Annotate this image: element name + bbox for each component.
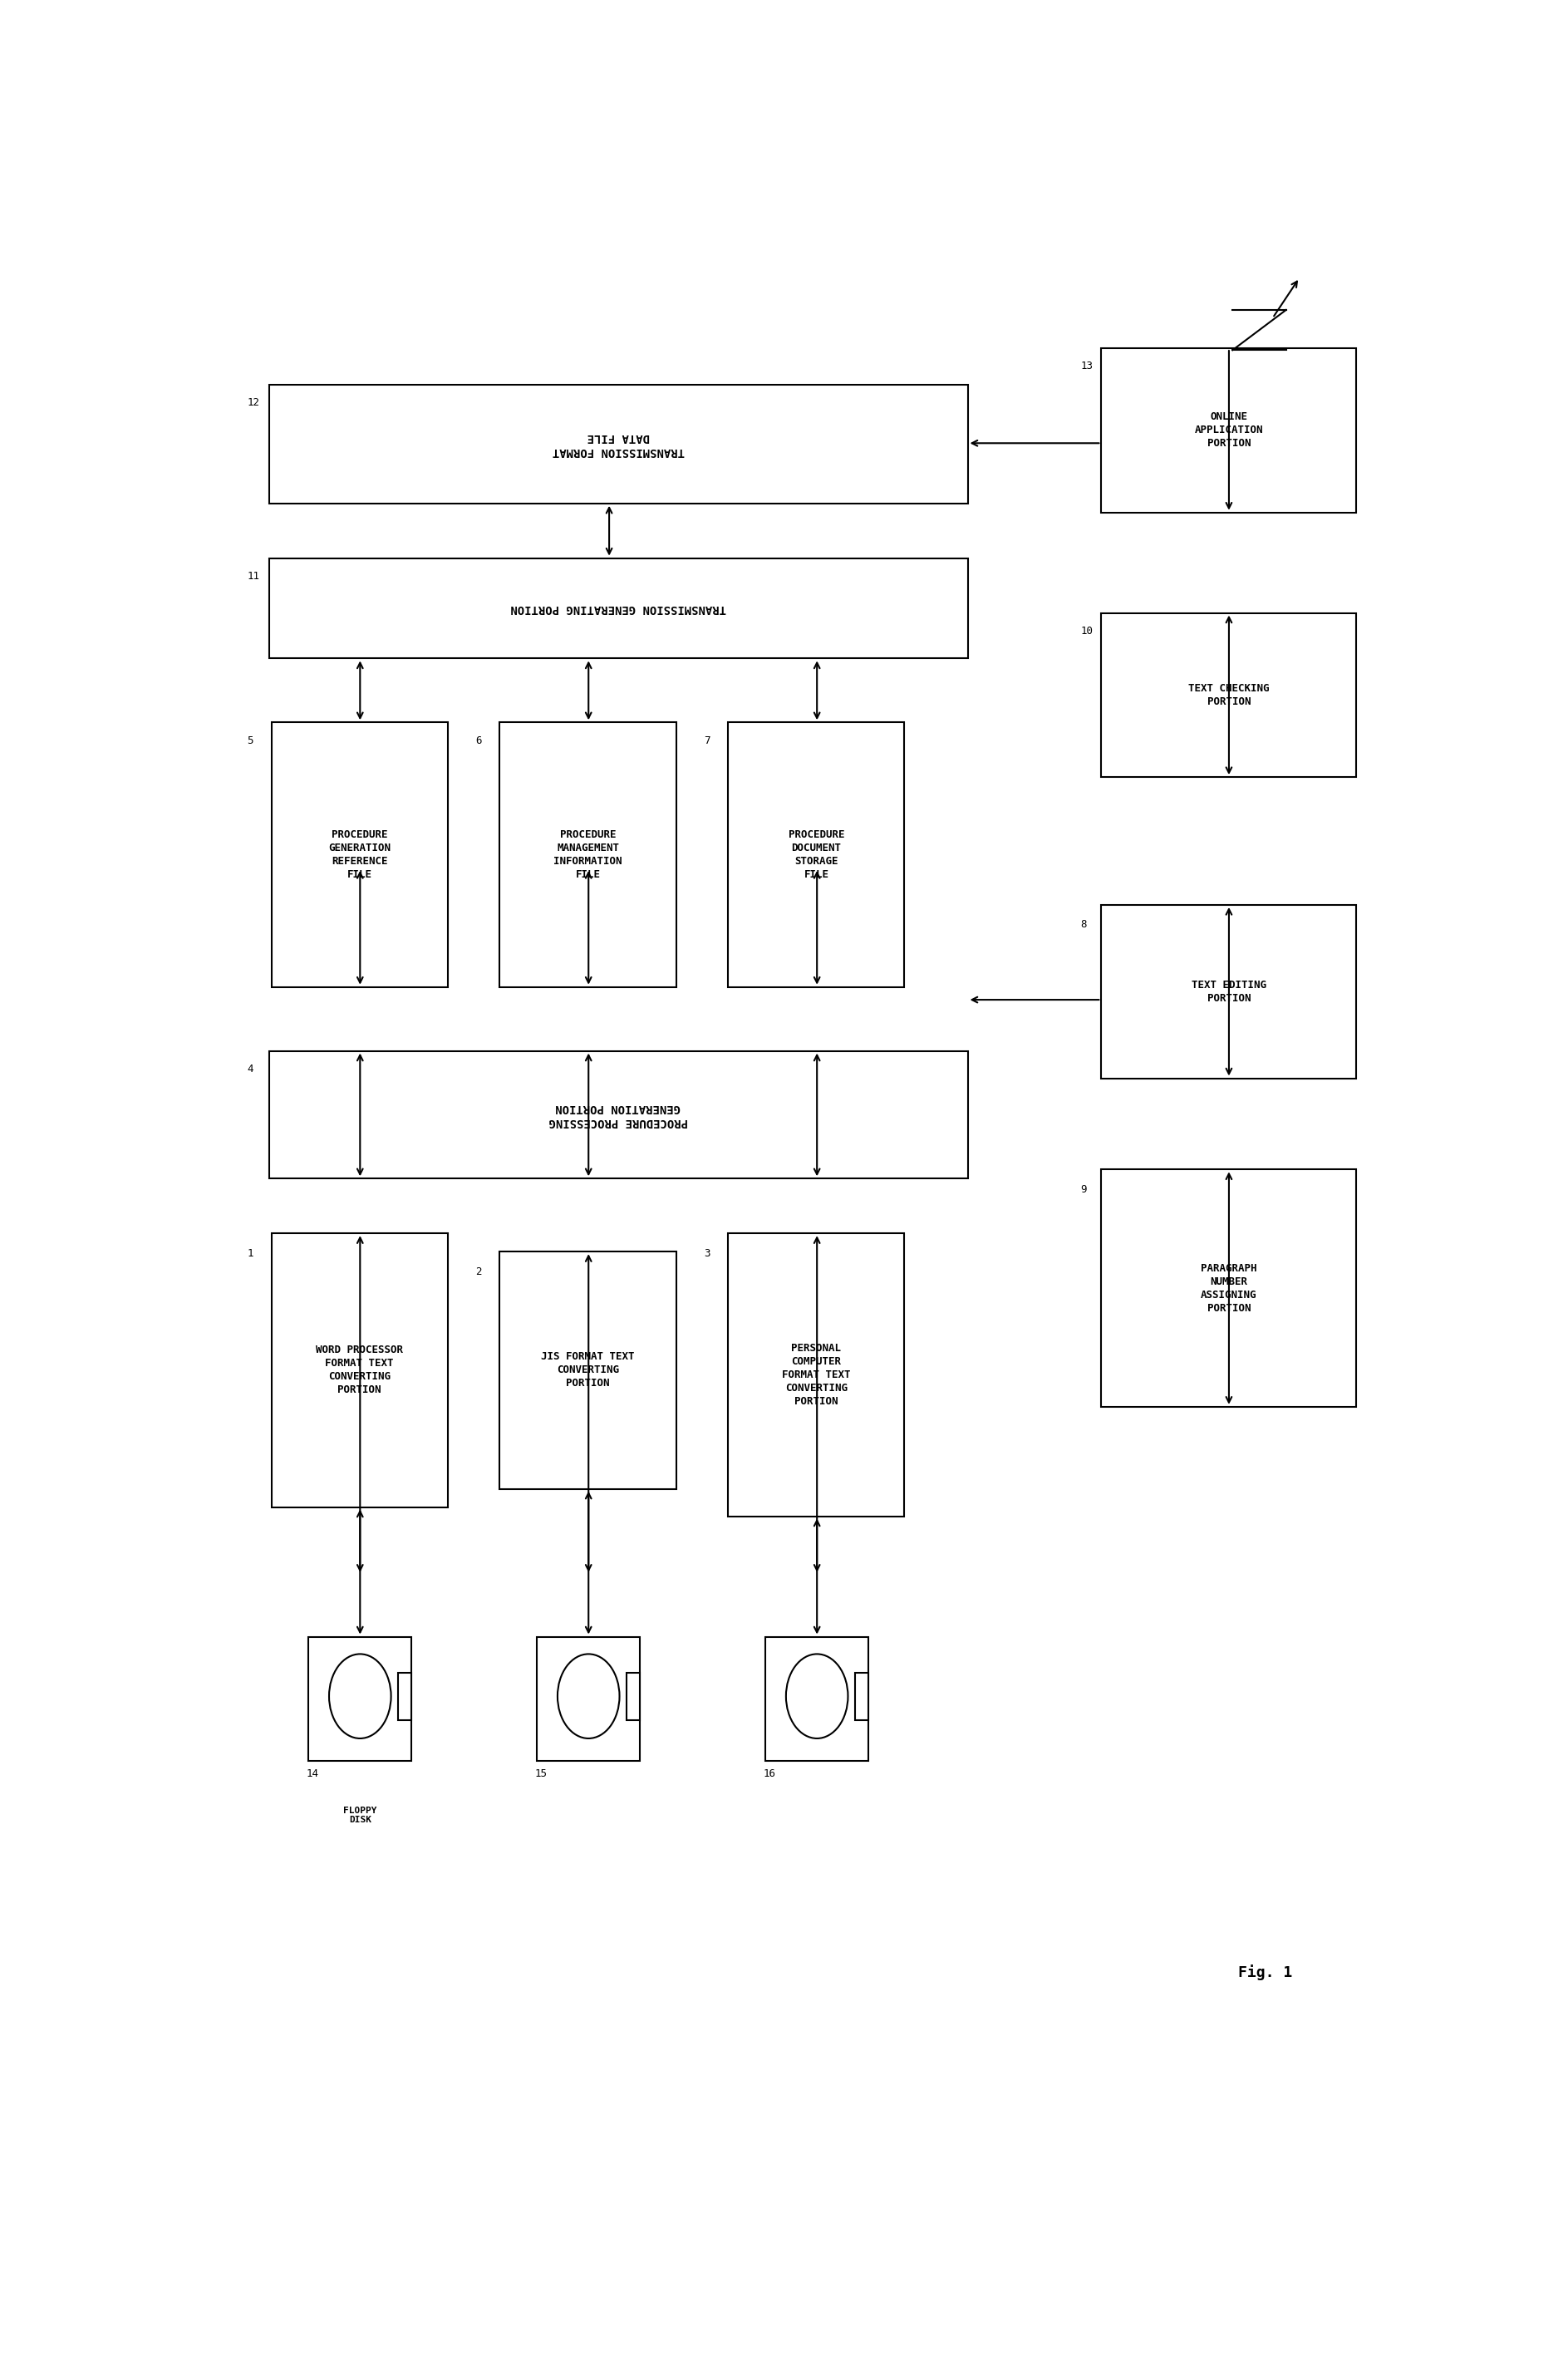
Bar <box>398 1673 412 1721</box>
Bar <box>270 557 967 659</box>
Bar <box>309 1638 412 1761</box>
Bar <box>1101 348 1356 512</box>
Text: WORD PROCESSOR
FORMAT TEXT
CONVERTING
PORTION: WORD PROCESSOR FORMAT TEXT CONVERTING PO… <box>315 1344 403 1396</box>
Text: PROCEDURE
GENERATION
REFERENCE
FILE: PROCEDURE GENERATION REFERENCE FILE <box>328 829 390 879</box>
Bar <box>536 1638 640 1761</box>
Text: PROCEDURE
DOCUMENT
STORAGE
FILE: PROCEDURE DOCUMENT STORAGE FILE <box>789 829 845 879</box>
Text: 2: 2 <box>475 1266 481 1277</box>
Text: 14: 14 <box>306 1768 318 1780</box>
Text: 13: 13 <box>1080 360 1093 372</box>
Text: 15: 15 <box>535 1768 547 1780</box>
Bar <box>855 1673 869 1721</box>
Text: 10: 10 <box>1080 626 1093 638</box>
Text: 1: 1 <box>248 1249 254 1258</box>
Bar <box>270 384 967 502</box>
Text: 8: 8 <box>1080 920 1087 931</box>
Text: TEXT CHECKING
PORTION: TEXT CHECKING PORTION <box>1189 683 1270 706</box>
Bar <box>271 723 447 986</box>
Ellipse shape <box>329 1654 390 1740</box>
Text: PERSONAL
COMPUTER
FORMAT TEXT
CONVERTING
PORTION: PERSONAL COMPUTER FORMAT TEXT CONVERTING… <box>782 1344 850 1408</box>
Text: ONLINE
APPLICATION
PORTION: ONLINE APPLICATION PORTION <box>1195 412 1264 448</box>
Bar <box>500 723 676 986</box>
Bar <box>1101 614 1356 777</box>
Bar <box>1101 905 1356 1078</box>
Bar <box>1101 1168 1356 1408</box>
Text: TEXT EDITING
PORTION: TEXT EDITING PORTION <box>1192 979 1267 1003</box>
Text: 12: 12 <box>248 398 259 408</box>
Bar <box>728 723 905 986</box>
Text: PROCEDURE PROCESSING
GENERATION PORTION: PROCEDURE PROCESSING GENERATION PORTION <box>549 1102 688 1128</box>
Bar <box>500 1251 676 1488</box>
Text: 6: 6 <box>475 735 481 747</box>
Text: 9: 9 <box>1080 1185 1087 1194</box>
Text: Fig. 1: Fig. 1 <box>1239 1965 1292 1981</box>
Text: 11: 11 <box>248 571 259 581</box>
Text: FLOPPY
DISK: FLOPPY DISK <box>343 1806 376 1825</box>
Bar <box>765 1638 869 1761</box>
Bar <box>271 1232 447 1507</box>
Bar <box>627 1673 640 1721</box>
Text: PROCEDURE
MANAGEMENT
INFORMATION
FILE: PROCEDURE MANAGEMENT INFORMATION FILE <box>554 829 622 879</box>
Text: PARAGRAPH
NUMBER
ASSIGNING
PORTION: PARAGRAPH NUMBER ASSIGNING PORTION <box>1201 1263 1258 1313</box>
Text: 16: 16 <box>764 1768 775 1780</box>
Text: 7: 7 <box>704 735 710 747</box>
Ellipse shape <box>786 1654 848 1740</box>
Text: 3: 3 <box>704 1249 710 1258</box>
Text: 4: 4 <box>248 1064 254 1074</box>
Ellipse shape <box>558 1654 619 1740</box>
Text: JIS FORMAT TEXT
CONVERTING
PORTION: JIS FORMAT TEXT CONVERTING PORTION <box>541 1351 635 1389</box>
Text: TRANSMISSION GENERATING PORTION: TRANSMISSION GENERATING PORTION <box>511 602 726 614</box>
Text: TRANSMISSION FORMAT
DATA FILE: TRANSMISSION FORMAT DATA FILE <box>552 431 684 457</box>
Bar <box>728 1232 905 1517</box>
Text: 5: 5 <box>248 735 254 747</box>
Bar <box>270 1050 967 1178</box>
